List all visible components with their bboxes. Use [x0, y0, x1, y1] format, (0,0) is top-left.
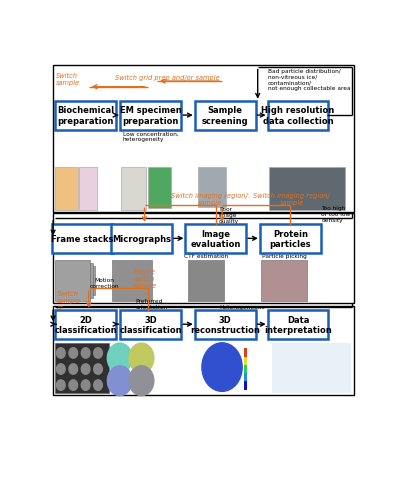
Bar: [59, 266, 95, 296]
Circle shape: [81, 348, 90, 359]
Text: 3D
reconstruction: 3D reconstruction: [190, 315, 260, 334]
Text: 2D
classification: 2D classification: [54, 315, 117, 334]
Text: CTF estimation: CTF estimation: [184, 254, 228, 258]
Text: Data
interpretation: Data interpretation: [264, 315, 332, 334]
Bar: [244, 381, 248, 390]
FancyBboxPatch shape: [268, 310, 328, 339]
Bar: [244, 365, 248, 373]
Circle shape: [81, 364, 90, 375]
Text: Switch imaging region/
sample: Switch imaging region/ sample: [254, 192, 330, 205]
Bar: [55, 168, 78, 211]
Text: Motion
correction: Motion correction: [90, 278, 119, 288]
Bar: [244, 373, 248, 381]
Text: Biochemical
preparation: Biochemical preparation: [57, 106, 114, 125]
Text: Frame stacks: Frame stacks: [51, 234, 114, 243]
Bar: [269, 168, 345, 211]
Text: Poor
image
quality: Poor image quality: [219, 207, 239, 223]
Circle shape: [94, 348, 102, 359]
FancyBboxPatch shape: [120, 310, 181, 339]
Text: EM specimen
preparation: EM specimen preparation: [120, 106, 182, 125]
Bar: [80, 168, 96, 211]
Circle shape: [129, 343, 154, 373]
Circle shape: [94, 380, 102, 391]
Text: 3D
classification: 3D classification: [120, 315, 182, 334]
Text: Image
evaluation: Image evaluation: [191, 229, 241, 248]
Circle shape: [94, 364, 102, 375]
Bar: [121, 168, 146, 211]
Bar: [112, 260, 152, 302]
FancyBboxPatch shape: [195, 101, 256, 130]
FancyBboxPatch shape: [268, 101, 328, 130]
Text: Switch
sample: Switch sample: [56, 73, 80, 86]
Text: Preferred
orientation: Preferred orientation: [135, 299, 167, 309]
Circle shape: [69, 348, 78, 359]
FancyBboxPatch shape: [120, 101, 181, 130]
Text: Bad particle distribution/
non-vitreous ice/
contamination/
not enough collectab: Bad particle distribution/ non-vitreous …: [268, 69, 351, 91]
Text: Micrographs: Micrographs: [112, 234, 171, 243]
Circle shape: [56, 348, 65, 359]
Text: Low concentration,
heterogeneity: Low concentration, heterogeneity: [123, 131, 179, 142]
Text: Sample
screening: Sample screening: [202, 106, 248, 125]
Circle shape: [81, 380, 90, 391]
Circle shape: [202, 343, 242, 392]
FancyBboxPatch shape: [195, 310, 256, 339]
Bar: [53, 65, 354, 213]
Bar: [148, 168, 171, 209]
Circle shape: [69, 380, 78, 391]
Bar: [188, 260, 224, 302]
Bar: [53, 214, 354, 303]
Bar: [55, 260, 90, 302]
Text: Switch grid prep and/or sample: Switch grid prep and/or sample: [116, 75, 220, 81]
FancyBboxPatch shape: [55, 101, 116, 130]
Circle shape: [129, 366, 154, 396]
Bar: [53, 306, 354, 395]
FancyBboxPatch shape: [260, 224, 321, 253]
Circle shape: [56, 380, 65, 391]
Bar: [244, 349, 248, 357]
Bar: [244, 357, 248, 365]
Bar: [55, 343, 109, 393]
Bar: [57, 263, 93, 299]
Bar: [272, 343, 351, 393]
FancyBboxPatch shape: [52, 224, 113, 253]
Circle shape: [107, 366, 132, 396]
Text: Heterogeneous: Heterogeneous: [219, 304, 264, 309]
Bar: [198, 168, 226, 207]
Circle shape: [107, 343, 132, 373]
Text: Switch
sample
or
collection
strategy: Switch sample or collection strategy: [57, 290, 89, 325]
FancyBboxPatch shape: [55, 310, 116, 339]
Text: Too high
or too low
density: Too high or too low density: [322, 206, 351, 223]
Text: Switch imaging region/
sample: Switch imaging region/ sample: [171, 192, 248, 205]
Bar: [261, 260, 307, 302]
Text: Protein
particles: Protein particles: [270, 229, 311, 248]
Circle shape: [69, 364, 78, 375]
Text: Particle picking: Particle picking: [262, 254, 306, 258]
Text: Maybe
switch
sample: Maybe switch sample: [132, 268, 157, 288]
Circle shape: [56, 364, 65, 375]
FancyBboxPatch shape: [186, 224, 246, 253]
FancyBboxPatch shape: [111, 224, 172, 253]
Text: High resolution
data collection: High resolution data collection: [261, 106, 335, 125]
